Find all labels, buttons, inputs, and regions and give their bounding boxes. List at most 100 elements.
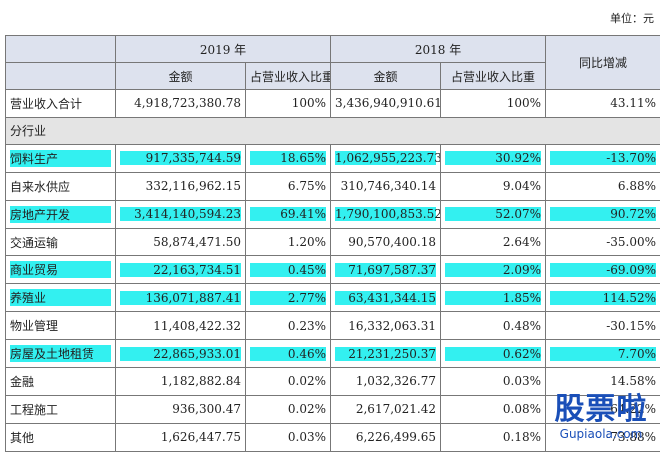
section-cell: 分行业	[6, 117, 660, 144]
table-cell: 2.64%	[441, 228, 546, 256]
highlighted-text: 136,071,887.41	[120, 291, 241, 305]
table-cell: 其他	[6, 423, 116, 451]
table-cell: 1,032,326.77	[331, 368, 441, 396]
highlighted-text: 22,865,933.01	[120, 347, 241, 361]
table-cell: -30.15%	[546, 312, 660, 340]
table-cell: 332,116,962.15	[116, 172, 246, 200]
table-cell: 1,182,882.84	[116, 368, 246, 396]
table-cell: 90,570,400.18	[331, 228, 441, 256]
table-cell: -35.00%	[546, 228, 660, 256]
table-cell: 69.41%	[246, 200, 331, 228]
table-cell: 16,332,063.31	[331, 312, 441, 340]
header-cell: 同比增减	[546, 36, 660, 90]
header-cell: 2019 年	[116, 36, 331, 63]
table-cell: 18.65%	[246, 144, 331, 172]
table-cell: 金融	[6, 368, 116, 396]
unit-label: 单位：元	[610, 10, 654, 26]
table-cell: 1,062,955,223.73	[331, 144, 441, 172]
highlighted-text: 2.77%	[250, 291, 326, 305]
table-cell: 0.03%	[246, 423, 331, 451]
header-cell	[6, 63, 116, 90]
table-cell: 2,617,021.42	[331, 395, 441, 423]
highlighted-text: 22,163,734.51	[120, 263, 241, 277]
table-cell: 商业贸易	[6, 256, 116, 284]
highlighted-text: 7.70%	[550, 347, 656, 361]
table-cell: 2.09%	[441, 256, 546, 284]
table-cell: 71,697,587.37	[331, 256, 441, 284]
table-cell: 交通运输	[6, 228, 116, 256]
table-cell: 63,431,344.15	[331, 284, 441, 312]
highlighted-text: 71,697,587.37	[335, 263, 436, 277]
table-cell: 营业收入合计	[6, 90, 116, 118]
highlighted-text: -13.70%	[550, 151, 656, 165]
highlighted-text: 房屋及土地租赁	[10, 345, 111, 362]
table-cell: 房屋及土地租赁	[6, 340, 116, 368]
data-row: 房地产开发 3,414,140,594.23 69.41%1,790,100,853…	[6, 200, 660, 228]
table-cell: 936,300.47	[116, 395, 246, 423]
table-cell: 自来水供应	[6, 172, 116, 200]
header-cell: 金额	[116, 63, 246, 90]
highlighted-text: 0.62%	[445, 347, 541, 361]
table-cell: 6.88%	[546, 172, 660, 200]
table-cell: 3,436,940,910.61	[331, 90, 441, 118]
table-cell: 21,231,250.37	[331, 340, 441, 368]
highlighted-text: 1.85%	[445, 291, 541, 305]
table-cell: 0.46%	[246, 340, 331, 368]
table-cell: 0.23%	[246, 312, 331, 340]
highlighted-text: 63,431,344.15	[335, 291, 436, 305]
data-row: 养殖业 136,071,887.41 2.77% 63,431,344.15 1.85%…	[6, 284, 660, 312]
table-cell: 0.18%	[441, 423, 546, 451]
table-cell: 1,790,100,853.52	[331, 200, 441, 228]
revenue-table: 2019 年 2018 年 同比增减 金额 占营业收入比重 金额 占营业收入比重…	[5, 35, 660, 452]
data-row: 商业贸易 22,163,734.51 0.45% 71,697,587.37 2.09%…	[6, 256, 660, 284]
table-cell: 3,414,140,594.23	[116, 200, 246, 228]
data-row: 饲料生产 917,335,744.59 18.65% 1,062,955,223.73…	[6, 144, 660, 172]
table-cell: 52.07%	[441, 200, 546, 228]
highlighted-text: 3,414,140,594.23	[120, 207, 241, 221]
header-cell: 占营业收入比重	[246, 63, 331, 90]
table-cell: -13.70%	[546, 144, 660, 172]
highlighted-text: 21,231,250.37	[335, 347, 436, 361]
table-cell: 0.45%	[246, 256, 331, 284]
table-cell: 0.02%	[246, 395, 331, 423]
table-cell: 7.70%	[546, 340, 660, 368]
highlighted-text: 917,335,744.59	[120, 151, 241, 165]
section-row: 分行业	[6, 117, 660, 144]
table-cell: 房地产开发	[6, 200, 116, 228]
header-row: 2019 年 2018 年 同比增减	[6, 36, 660, 63]
table-cell: -69.09%	[546, 256, 660, 284]
header-cell	[6, 36, 116, 63]
table-cell: 100%	[441, 90, 546, 118]
table-cell: 0.08%	[441, 395, 546, 423]
table-cell: 30.92%	[441, 144, 546, 172]
highlighted-text: 饲料生产	[10, 150, 111, 167]
header-cell: 金额	[331, 63, 441, 90]
highlighted-text: 0.45%	[250, 263, 326, 277]
header-cell: 占营业收入比重	[441, 63, 546, 90]
table-cell: 22,865,933.01	[116, 340, 246, 368]
table-cell: 100%	[246, 90, 331, 118]
table-cell: 90.72%	[546, 200, 660, 228]
table-body: 2019 年 2018 年 同比增减 金额 占营业收入比重 金额 占营业收入比重…	[6, 36, 660, 452]
highlighted-text: 30.92%	[445, 151, 541, 165]
table-cell: 工程施工	[6, 395, 116, 423]
highlighted-text: 2.09%	[445, 263, 541, 277]
header-cell: 2018 年	[331, 36, 546, 63]
watermark-url: Gupiaola.com	[545, 427, 657, 441]
watermark-logo: 股票啦	[545, 393, 657, 427]
table-cell: 0.03%	[441, 368, 546, 396]
table-cell: 0.48%	[441, 312, 546, 340]
highlighted-text: 90.72%	[550, 207, 656, 221]
table-cell: 物业管理	[6, 312, 116, 340]
highlighted-text: 1,062,955,223.73	[335, 151, 436, 165]
table-cell: 917,335,744.59	[116, 144, 246, 172]
table-cell: 310,746,340.14	[331, 172, 441, 200]
highlighted-text: 商业贸易	[10, 261, 111, 278]
table-cell: 养殖业	[6, 284, 116, 312]
table-cell: 1.20%	[246, 228, 331, 256]
table-cell: 11,408,422.32	[116, 312, 246, 340]
